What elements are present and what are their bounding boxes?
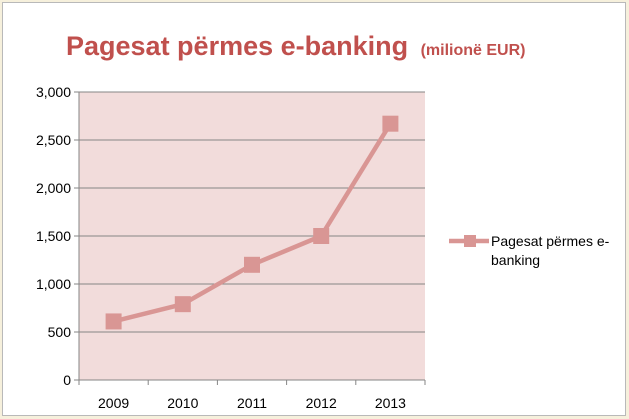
data-point-marker (382, 115, 399, 132)
y-tick-label: 1,500 (36, 228, 71, 244)
x-tick-label: 2013 (375, 395, 406, 411)
y-tick-label: 2,500 (36, 132, 71, 148)
x-tick-label: 2011 (237, 395, 267, 411)
legend-label-line: Pagesat përmes e- (491, 233, 610, 249)
x-tick-label: 2012 (306, 395, 337, 411)
y-tick-label: 0 (63, 372, 71, 388)
chart-title-unit: (milionë EUR) (421, 42, 526, 59)
data-point-marker (244, 256, 260, 273)
line-chart: Pagesat përmes e-banking (milionë EUR) 0… (36, 31, 610, 411)
chart-title-main: Pagesat përmes e-banking (66, 31, 408, 61)
legend: Pagesat përmes e-banking (449, 233, 610, 268)
legend-label-line: banking (491, 252, 540, 268)
data-point-marker (313, 228, 330, 244)
y-tick-label: 500 (48, 324, 72, 340)
y-tick-label: 1,000 (36, 276, 71, 292)
x-tick-label: 2010 (167, 395, 198, 411)
y-tick-label: 3,000 (36, 84, 71, 100)
legend-marker-swatch (464, 235, 476, 247)
y-tick-label: 2,000 (36, 180, 71, 196)
x-tick-label: 2009 (98, 395, 129, 411)
plot-area: 0 500 1,000 1,500 2,000 2,500 3,000 2009 2010 201… (36, 84, 426, 411)
chart-title: Pagesat përmes e-banking (milionë EUR) (66, 31, 525, 61)
data-point-marker (174, 296, 191, 313)
data-point-marker (105, 313, 122, 330)
